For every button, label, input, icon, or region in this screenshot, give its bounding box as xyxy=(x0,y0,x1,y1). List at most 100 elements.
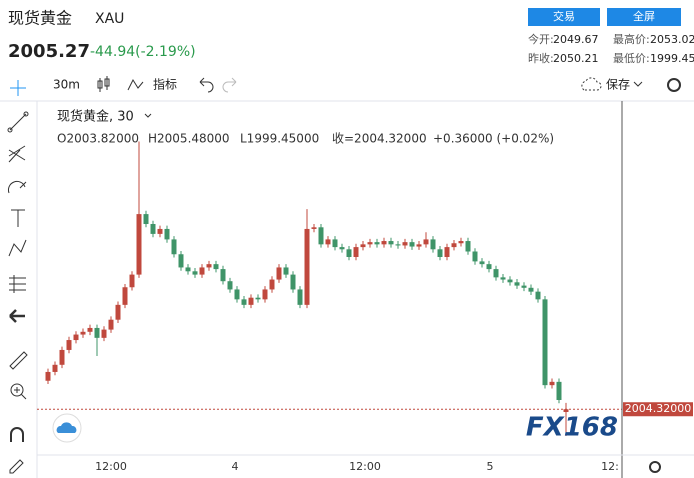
candle-body xyxy=(73,334,79,341)
candle-body xyxy=(514,282,520,286)
candle-body xyxy=(451,243,457,248)
redo[interactable] xyxy=(222,77,237,93)
candle-body xyxy=(542,299,548,386)
candle-body xyxy=(66,340,72,350)
stat-value: 2050.21 xyxy=(553,52,599,65)
stat-value: 2049.67 xyxy=(553,33,599,46)
last-price-label: 2004.32000 xyxy=(625,402,691,415)
candle-body xyxy=(325,239,331,245)
stat-label: 最低价: xyxy=(613,52,650,65)
x-tick-label: 4 xyxy=(232,460,239,473)
candle-body xyxy=(213,264,219,270)
candle-body xyxy=(178,254,184,268)
stat-label: 昨收: xyxy=(528,51,554,65)
candle-body xyxy=(388,241,394,245)
candle-body xyxy=(444,247,450,257)
candle-body xyxy=(234,289,240,300)
candle-body xyxy=(381,241,387,245)
candle-body xyxy=(87,327,93,332)
candle-body xyxy=(318,227,324,245)
candle-body xyxy=(150,224,156,234)
candle-body xyxy=(164,228,170,240)
candle-body xyxy=(535,291,541,300)
candle-body xyxy=(129,274,135,288)
candle-body xyxy=(423,239,429,245)
save[interactable]: 保存 xyxy=(606,78,630,92)
candle-body xyxy=(136,214,142,275)
candle-body xyxy=(122,287,128,305)
candle-body xyxy=(199,267,205,275)
legend-toggle[interactable] xyxy=(144,113,152,118)
x-tick-label: 12:00 xyxy=(349,460,381,473)
stat-label: 最高价: xyxy=(613,32,650,46)
candle-body xyxy=(185,267,191,272)
candle-body xyxy=(360,244,366,248)
candle-body xyxy=(549,381,555,386)
ohlc-label: 收=2004.32000 xyxy=(332,132,427,146)
candle-body xyxy=(227,281,233,290)
candle-body xyxy=(353,247,359,257)
candle-body xyxy=(458,241,464,244)
candle-body xyxy=(374,242,380,245)
candle-body xyxy=(108,319,114,330)
trade-button[interactable] xyxy=(528,8,600,26)
indicator-icon[interactable] xyxy=(127,78,144,91)
candle-body xyxy=(528,287,534,292)
candle-body xyxy=(430,239,436,250)
stat-value: 1999.45 xyxy=(650,52,694,65)
candle-body xyxy=(346,249,352,257)
x-tick-label: 12:00 xyxy=(95,460,127,473)
cloud-icon[interactable] xyxy=(581,77,602,91)
candle-body xyxy=(521,285,527,288)
candle-body xyxy=(472,251,478,262)
candle-body xyxy=(206,264,212,268)
candle-body xyxy=(563,409,569,412)
candle-body xyxy=(395,244,401,246)
candle-body xyxy=(479,261,485,265)
candle-body xyxy=(507,279,513,283)
candle-body xyxy=(52,364,58,372)
candle-body xyxy=(304,228,310,305)
candle-body xyxy=(171,239,177,255)
change: -44.94(-2.19%) xyxy=(90,44,196,60)
candle-body xyxy=(192,271,198,275)
legend: 现货黄金, 30 xyxy=(57,109,134,125)
candle-icon[interactable] xyxy=(97,76,110,92)
candle-body xyxy=(500,277,506,280)
fullscreen-button[interactable] xyxy=(607,8,681,26)
candle-body xyxy=(269,279,275,290)
fullscreen-button-label[interactable]: 全屏 xyxy=(633,9,655,23)
candle-body xyxy=(290,274,296,290)
ohlc-label: O2003.82000 xyxy=(57,132,139,146)
candle-body xyxy=(283,267,289,275)
ohlc-label: L1999.45000 xyxy=(240,132,319,146)
candle-body xyxy=(59,349,65,365)
x-tick-label: 5 xyxy=(487,460,494,473)
symbol: XAU xyxy=(95,11,124,27)
candle-body xyxy=(255,297,261,300)
candle-body xyxy=(262,289,268,300)
candle-body xyxy=(297,289,303,305)
candle-body xyxy=(94,327,100,338)
trade-button-label[interactable]: 交易 xyxy=(553,9,575,23)
candle-body xyxy=(45,371,51,381)
x-tick-label: 12: xyxy=(601,460,619,473)
candle-body xyxy=(465,241,471,252)
save-dropdown[interactable] xyxy=(633,81,643,87)
candle-body xyxy=(80,331,86,335)
indicators[interactable]: 指标 xyxy=(153,77,177,92)
watermark: FX168 xyxy=(526,413,618,443)
candle-body xyxy=(311,227,317,229)
interval[interactable]: 30m xyxy=(53,78,80,92)
undo[interactable] xyxy=(199,77,214,93)
candle-body xyxy=(486,264,492,270)
price: 2005.27 xyxy=(8,41,90,62)
candle-body xyxy=(115,304,121,320)
drawing-tools[interactable] xyxy=(7,80,29,474)
axis-settings[interactable] xyxy=(649,461,661,473)
settings[interactable] xyxy=(667,78,681,92)
candle-body xyxy=(493,269,499,278)
candle-body xyxy=(367,242,373,245)
